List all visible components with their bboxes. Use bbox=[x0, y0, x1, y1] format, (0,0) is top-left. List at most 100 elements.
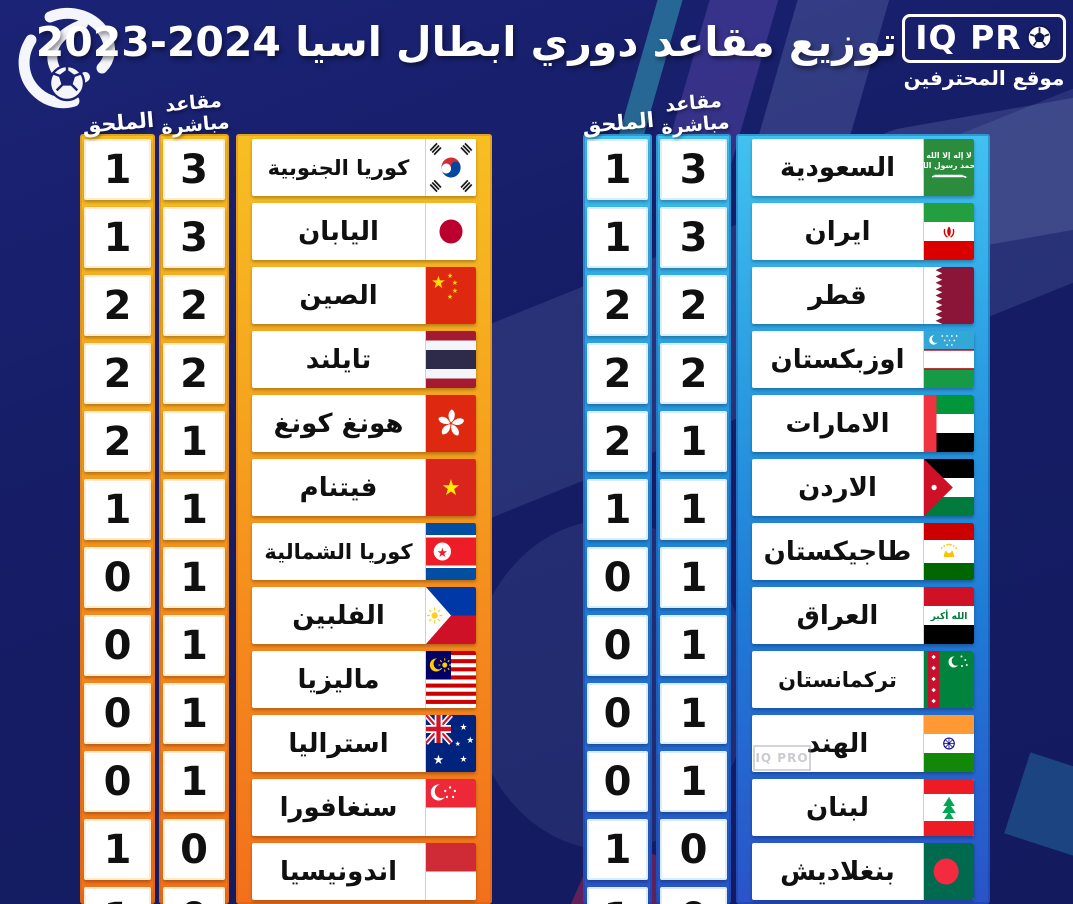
country-name: اوزبكستان bbox=[770, 344, 905, 375]
playoff-cell: 1 bbox=[84, 139, 151, 200]
country-name: لبنان bbox=[806, 792, 869, 823]
flag-iraq: الله أكبر bbox=[923, 587, 974, 644]
playoff-cell: 1 bbox=[84, 207, 151, 268]
brand-logo: IQ PR موقع المحترفين bbox=[898, 14, 1070, 90]
svg-text:لا إله إلا الله: لا إله إلا الله bbox=[926, 151, 972, 160]
direct-cell: 3 bbox=[163, 139, 225, 200]
flag-china: ★ ★ ★ ★ ★ bbox=[425, 267, 476, 324]
svg-text:★: ★ bbox=[460, 755, 468, 765]
svg-text:★: ★ bbox=[447, 293, 453, 301]
playoff-cell: 1 bbox=[587, 819, 648, 880]
svg-text:★: ★ bbox=[452, 287, 458, 295]
country-row: استراليا ★ ★ ★ ★ ★ bbox=[252, 715, 476, 772]
flag-australia: ★ ★ ★ ★ ★ bbox=[425, 715, 476, 772]
country-name: اندونيسيا bbox=[279, 856, 398, 887]
country-row: سنغافورا bbox=[252, 779, 476, 836]
country-row: السعودية لا إله إلا اللهمحمد رسول الله bbox=[752, 139, 974, 196]
country-row: بنغلاديش bbox=[752, 843, 974, 900]
flag-philippines bbox=[425, 587, 476, 644]
svg-text:★: ★ bbox=[447, 272, 453, 280]
country-row: الفلبين bbox=[252, 587, 476, 644]
country-name: قطر bbox=[808, 280, 867, 311]
soccer-ball-icon bbox=[1026, 24, 1053, 51]
playoff-cell: 0 bbox=[587, 615, 648, 676]
country-name: الفلبين bbox=[292, 600, 385, 631]
direct-cell: 2 bbox=[660, 275, 727, 336]
playoff-cell: 0 bbox=[587, 683, 648, 744]
country-name: الصين bbox=[299, 280, 378, 311]
country-name: سنغافورا bbox=[279, 792, 398, 823]
country-name: ايران bbox=[804, 216, 871, 247]
playoff-cell: 2 bbox=[84, 275, 151, 336]
flag-tajikistan bbox=[923, 523, 974, 580]
direct-cell: 1 bbox=[163, 615, 225, 676]
flag-indonesia bbox=[425, 843, 476, 900]
flag-malaysia bbox=[425, 651, 476, 708]
direct-cell: 1 bbox=[660, 751, 727, 812]
page-title: توزيع مقاعد دوري ابطال اسيا 2024-2023 bbox=[35, 18, 897, 66]
svg-text:★: ★ bbox=[455, 740, 461, 748]
svg-text:★: ★ bbox=[452, 279, 458, 287]
playoff-cell: 0 bbox=[84, 547, 151, 608]
country-row: فيتنام ★ bbox=[252, 459, 476, 516]
country-name: ماليزيا bbox=[297, 664, 380, 695]
country-name: العراق bbox=[796, 600, 879, 631]
country-row: اوزبكستان bbox=[752, 331, 974, 388]
flag-india bbox=[923, 715, 974, 772]
flag-south-korea bbox=[425, 139, 476, 196]
direct-cell: 3 bbox=[163, 207, 225, 268]
svg-text:★: ★ bbox=[433, 753, 444, 768]
flag-saudi-arabia: لا إله إلا اللهمحمد رسول الله bbox=[923, 139, 974, 196]
playoff-cell: 1 bbox=[84, 479, 151, 540]
direct-cell: 0 bbox=[163, 887, 225, 904]
playoff-cell: 0 bbox=[84, 683, 151, 744]
country-row: اندونيسيا bbox=[252, 843, 476, 900]
flag-thailand bbox=[425, 331, 476, 388]
country-name: كوريا الجنوبية bbox=[267, 155, 410, 180]
direct-cell: 1 bbox=[660, 615, 727, 676]
flag-uae bbox=[923, 395, 974, 452]
svg-text:★: ★ bbox=[431, 273, 446, 292]
playoff-cell: 2 bbox=[587, 343, 648, 404]
playoff-cell: 1 bbox=[587, 207, 648, 268]
country-name: هونغ كونغ bbox=[273, 408, 404, 439]
flag-uzbekistan bbox=[923, 331, 974, 388]
brand-caption: موقع المحترفين bbox=[903, 66, 1065, 90]
country-row: طاجيكستان bbox=[752, 523, 974, 580]
playoff-cell: 2 bbox=[587, 275, 648, 336]
direct-cell: 2 bbox=[660, 343, 727, 404]
flag-bangladesh bbox=[923, 843, 974, 900]
country-row: هونغ كونغ bbox=[252, 395, 476, 452]
direct-cell: 1 bbox=[163, 547, 225, 608]
east-playoff-column: 1 1 2 2 2 1 0 0 0 0 1 1 bbox=[80, 134, 155, 904]
country-name: كوريا الشمالية bbox=[264, 539, 413, 564]
country-row: كوريا الجنوبية bbox=[252, 139, 476, 196]
country-row: ماليزيا bbox=[252, 651, 476, 708]
flag-vietnam: ★ bbox=[425, 459, 476, 516]
direct-cell: 2 bbox=[163, 343, 225, 404]
country-row: تايلند bbox=[252, 331, 476, 388]
direct-cell: 1 bbox=[163, 479, 225, 540]
playoff-cell: 0 bbox=[587, 751, 648, 812]
playoff-cell: 2 bbox=[84, 411, 151, 472]
direct-cell: 1 bbox=[660, 683, 727, 744]
svg-text:الله أكبر: الله أكبر bbox=[930, 610, 968, 622]
country-name: السعودية bbox=[780, 152, 895, 183]
country-row: الهند bbox=[752, 715, 974, 772]
svg-text:★: ★ bbox=[460, 723, 468, 733]
country-name: طاجيكستان bbox=[763, 536, 912, 567]
country-row: قطر bbox=[752, 267, 974, 324]
west-direct-header: مقاعد مباشرة bbox=[642, 80, 746, 141]
direct-cell: 0 bbox=[660, 819, 727, 880]
playoff-cell: 1 bbox=[587, 479, 648, 540]
country-row: ايران bbox=[752, 203, 974, 260]
svg-text:★: ★ bbox=[442, 476, 461, 501]
brand-box: IQ PR bbox=[902, 14, 1066, 63]
direct-cell: 1 bbox=[163, 411, 225, 472]
flag-turkmenistan bbox=[923, 651, 974, 708]
playoff-cell: 0 bbox=[84, 751, 151, 812]
direct-cell: 3 bbox=[660, 139, 727, 200]
playoff-cell: 0 bbox=[587, 547, 648, 608]
country-row: اليابان bbox=[252, 203, 476, 260]
country-row: الامارات bbox=[752, 395, 974, 452]
